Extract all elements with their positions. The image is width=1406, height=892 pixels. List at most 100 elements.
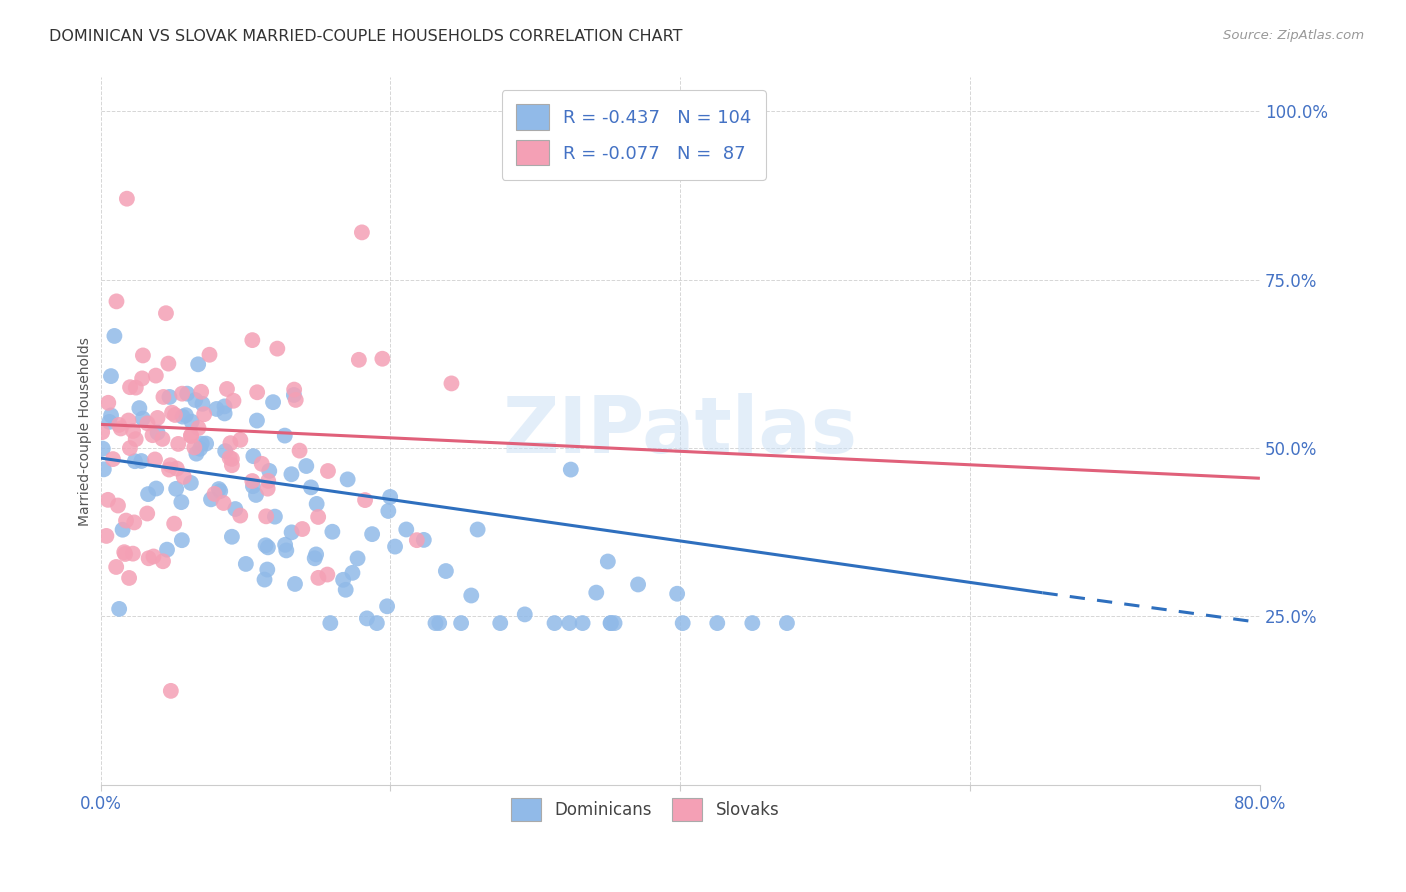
Point (125, 381, 148, 395)
Point (274, 538, 297, 552)
Point (131, 371, 153, 385)
Point (596, 555, 619, 569)
Point (172, 386, 194, 401)
Point (284, 577, 307, 591)
Point (224, 502, 246, 516)
Point (122, 516, 145, 530)
Point (229, 508, 252, 523)
Point (193, 407, 215, 421)
Point (115, 514, 138, 528)
Point (246, 385, 269, 400)
Point (256, 562, 278, 576)
Point (259, 464, 281, 478)
Point (180, 415, 202, 429)
Point (120, 380, 142, 394)
Point (141, 428, 163, 442)
Point (405, 533, 427, 548)
Point (219, 436, 242, 450)
Point (276, 543, 298, 558)
Point (280, 525, 302, 540)
Point (274, 428, 297, 442)
Point (366, 616, 388, 631)
Point (160, 406, 183, 420)
Point (371, 351, 394, 366)
Point (187, 357, 209, 371)
Point (100, 409, 122, 423)
Point (188, 442, 211, 456)
Point (603, 616, 626, 631)
Point (124, 454, 146, 468)
Point (122, 424, 145, 438)
Point (627, 577, 650, 591)
Point (235, 557, 257, 571)
Point (159, 390, 181, 404)
Point (107, 499, 129, 513)
Point (222, 393, 245, 408)
Point (741, 616, 763, 631)
Point (105, 294, 128, 309)
Point (163, 408, 186, 422)
Point (450, 616, 472, 631)
Point (354, 493, 377, 508)
Point (254, 538, 277, 552)
Point (384, 540, 406, 554)
Text: Source: ZipAtlas.com: Source: ZipAtlas.com (1223, 29, 1364, 42)
Point (558, 616, 581, 631)
Point (172, 409, 194, 424)
Point (240, 333, 263, 347)
Point (190, 384, 212, 399)
Point (336, 472, 359, 486)
Point (321, 524, 343, 539)
Point (166, 461, 188, 475)
Point (214, 400, 236, 414)
Point (142, 549, 165, 564)
Point (460, 589, 482, 603)
Point (221, 451, 243, 466)
Point (256, 482, 278, 496)
Point (599, 616, 621, 631)
Point (157, 357, 180, 371)
Point (434, 564, 457, 578)
Point (412, 533, 434, 547)
Point (215, 382, 238, 396)
Point (672, 616, 695, 631)
Point (97, 492, 120, 507)
Point (143, 452, 166, 467)
Point (347, 352, 370, 367)
Point (128, 401, 150, 415)
Point (283, 388, 305, 402)
Y-axis label: Married-couple Households: Married-couple Households (79, 336, 93, 525)
Point (283, 383, 305, 397)
Point (136, 417, 159, 431)
Point (257, 474, 280, 488)
Point (195, 436, 218, 450)
Point (212, 496, 235, 510)
Point (253, 573, 276, 587)
Point (146, 411, 169, 425)
Point (316, 567, 339, 582)
Point (170, 533, 193, 548)
Point (115, 192, 138, 206)
Point (304, 551, 326, 566)
Point (377, 504, 399, 518)
Point (221, 530, 243, 544)
Point (160, 684, 183, 698)
Point (191, 397, 214, 411)
Point (180, 429, 202, 443)
Point (467, 523, 489, 537)
Point (91, 425, 114, 439)
Point (221, 458, 243, 473)
Point (145, 482, 167, 496)
Point (305, 497, 328, 511)
Point (214, 406, 236, 420)
Point (118, 441, 141, 455)
Point (229, 433, 252, 447)
Point (599, 616, 621, 631)
Point (242, 479, 264, 493)
Point (186, 447, 208, 461)
Point (183, 441, 205, 455)
Point (240, 474, 263, 488)
Point (254, 509, 277, 524)
Point (264, 509, 287, 524)
Point (132, 411, 155, 425)
